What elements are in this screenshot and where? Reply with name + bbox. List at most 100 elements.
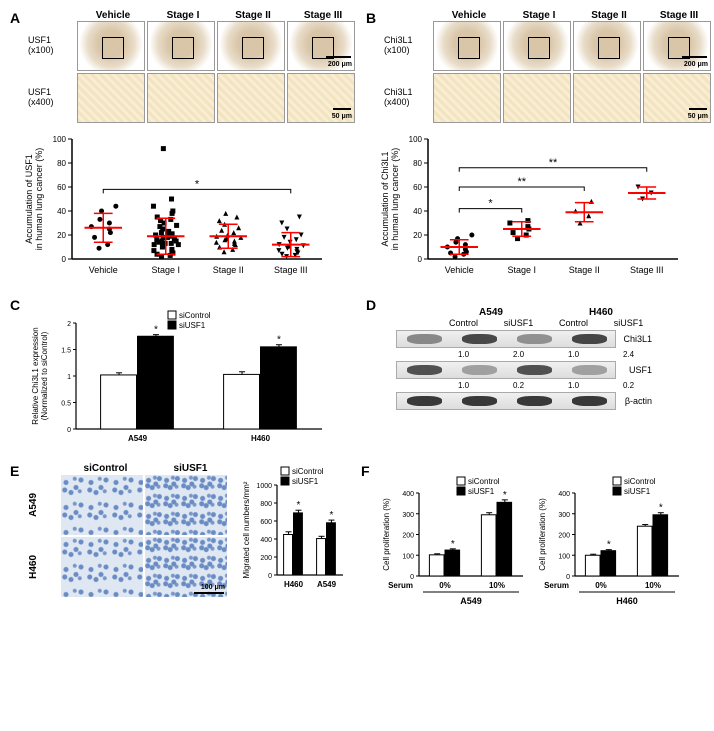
svg-text:A549: A549 [460, 596, 482, 606]
panel-B-label: B [366, 10, 376, 26]
ihc-image: 200 μm [287, 21, 355, 71]
svg-text:0: 0 [268, 573, 272, 580]
mig-row-label: A549 [28, 493, 60, 517]
panel-F-chart-H460: 0100200300400Cell proliferation (%)0%*10… [535, 471, 685, 606]
scalebar [333, 108, 351, 110]
wb-cond-label: Control [546, 318, 601, 328]
ihc-row: Chi3L1(x400)50 μm [384, 73, 714, 123]
svg-text:siUSF1: siUSF1 [292, 477, 319, 486]
svg-text:Stage III: Stage III [274, 265, 308, 275]
svg-text:Serum: Serum [388, 581, 413, 590]
svg-text:**: ** [517, 176, 526, 188]
wb-strip [396, 361, 616, 379]
svg-text:20: 20 [57, 231, 66, 240]
svg-text:siUSF1: siUSF1 [468, 487, 495, 496]
ihc-row-label: USF1(x100) [28, 36, 76, 56]
svg-text:0: 0 [418, 255, 423, 264]
svg-text:200: 200 [260, 555, 272, 562]
svg-text:A549: A549 [128, 434, 148, 443]
ihc-image [77, 73, 145, 123]
wb-quant-value: 1.0 [546, 350, 601, 359]
wb-protein-label: USF1 [616, 365, 656, 375]
wb-cell-label: H460 [546, 307, 656, 318]
scalebar [194, 592, 224, 594]
wb-row: Chi3L1 [396, 330, 714, 348]
wb-cond-label: siUSF1 [601, 318, 656, 328]
wb-quant-value: 1.0 [546, 381, 601, 390]
wb-protein-label: β-actin [616, 396, 656, 406]
wb-cond-label: siUSF1 [491, 318, 546, 328]
svg-text:*: * [154, 325, 158, 336]
panel-C-label: C [10, 297, 20, 313]
wb-row: USF1 [396, 361, 714, 379]
panel-F-label: F [361, 463, 370, 479]
svg-text:H460: H460 [284, 580, 304, 589]
mig-row-label: H460 [28, 555, 60, 579]
ihc-row: USF1(x400)50 μm [28, 73, 358, 123]
ihc-image [147, 21, 215, 71]
wb-band [517, 396, 552, 406]
wb-band [572, 334, 607, 344]
svg-text:siControl: siControl [179, 311, 211, 320]
wb-band [572, 365, 607, 375]
ihc-image [573, 21, 641, 71]
ihc-col-label: Vehicle [78, 10, 148, 21]
ihc-col-label: Stage II [574, 10, 644, 21]
panel-B-scatter: 020406080100Accumulation of Chi3L1in hum… [376, 129, 686, 289]
figure: A VehicleStage IStage IIStage III USF1(x… [10, 10, 704, 606]
svg-text:100: 100 [402, 553, 414, 560]
ihc-row: Chi3L1(x100)200 μm [384, 21, 714, 71]
svg-text:0.5: 0.5 [61, 401, 71, 408]
wb-quant-value: 1.0 [436, 350, 491, 359]
svg-text:Accumulation of USF1: Accumulation of USF1 [24, 154, 34, 244]
wb-band [572, 396, 607, 406]
ihc-col-label: Stage III [288, 10, 358, 21]
svg-text:siControl: siControl [468, 477, 500, 486]
svg-text:300: 300 [558, 512, 570, 519]
ihc-image [147, 73, 215, 123]
ihc-col-label: Stage III [644, 10, 714, 21]
wb-quant-value: 1.0 [436, 381, 491, 390]
mig-image [145, 475, 227, 535]
mig-image [61, 475, 143, 535]
panel-E-chart: 02004006008001000Migrated cell numbers/m… [239, 463, 349, 596]
svg-text:60: 60 [57, 183, 66, 192]
wb-band [517, 365, 552, 375]
wb-quant-value: 0.2 [491, 381, 546, 390]
svg-text:Cell proliferation (%): Cell proliferation (%) [538, 498, 547, 571]
svg-text:200: 200 [402, 533, 414, 540]
mig-row: A549 [28, 474, 233, 536]
svg-text:Relative Chi3L1 expression: Relative Chi3L1 expression [31, 327, 40, 424]
mig-row: H460 100 μm [28, 536, 233, 598]
svg-text:Stage III: Stage III [630, 265, 664, 275]
ihc-image [433, 21, 501, 71]
panel-A: A VehicleStage IStage IIStage III USF1(x… [10, 10, 358, 289]
svg-text:siUSF1: siUSF1 [624, 487, 651, 496]
ihc-image [77, 21, 145, 71]
svg-text:0: 0 [566, 574, 570, 581]
ihc-row-label: Chi3L1(x100) [384, 36, 432, 56]
svg-text:20: 20 [413, 231, 422, 240]
svg-text:0%: 0% [439, 581, 451, 590]
svg-text:0: 0 [62, 255, 67, 264]
svg-text:10%: 10% [645, 581, 661, 590]
svg-text:1000: 1000 [256, 483, 272, 490]
ihc-image [433, 73, 501, 123]
panel-A-ihc-cols: VehicleStage IStage IIStage III [78, 10, 358, 21]
scalebar-label: 200 μm [328, 61, 352, 68]
svg-text:Stage I: Stage I [507, 265, 536, 275]
mig-image [61, 537, 143, 597]
scalebar-label: 50 μm [332, 113, 352, 120]
svg-text:100: 100 [409, 135, 423, 144]
wb-quant-value: 0.2 [601, 381, 656, 390]
ihc-col-label: Stage I [504, 10, 574, 21]
panel-D-blot: A549H460 ControlsiUSF1ControlsiUSF1 Chi3… [396, 307, 714, 410]
panel-F: F 0100200300400Cell proliferation (%)0%*… [361, 463, 714, 606]
wb-band [462, 365, 497, 375]
wb-band [407, 396, 442, 406]
svg-text:400: 400 [558, 491, 570, 498]
wb-quant-row: 1.00.21.00.2 [436, 381, 714, 390]
svg-text:Stage II: Stage II [569, 265, 600, 275]
svg-text:200: 200 [558, 533, 570, 540]
scalebar-label: 100 μm [201, 584, 225, 591]
